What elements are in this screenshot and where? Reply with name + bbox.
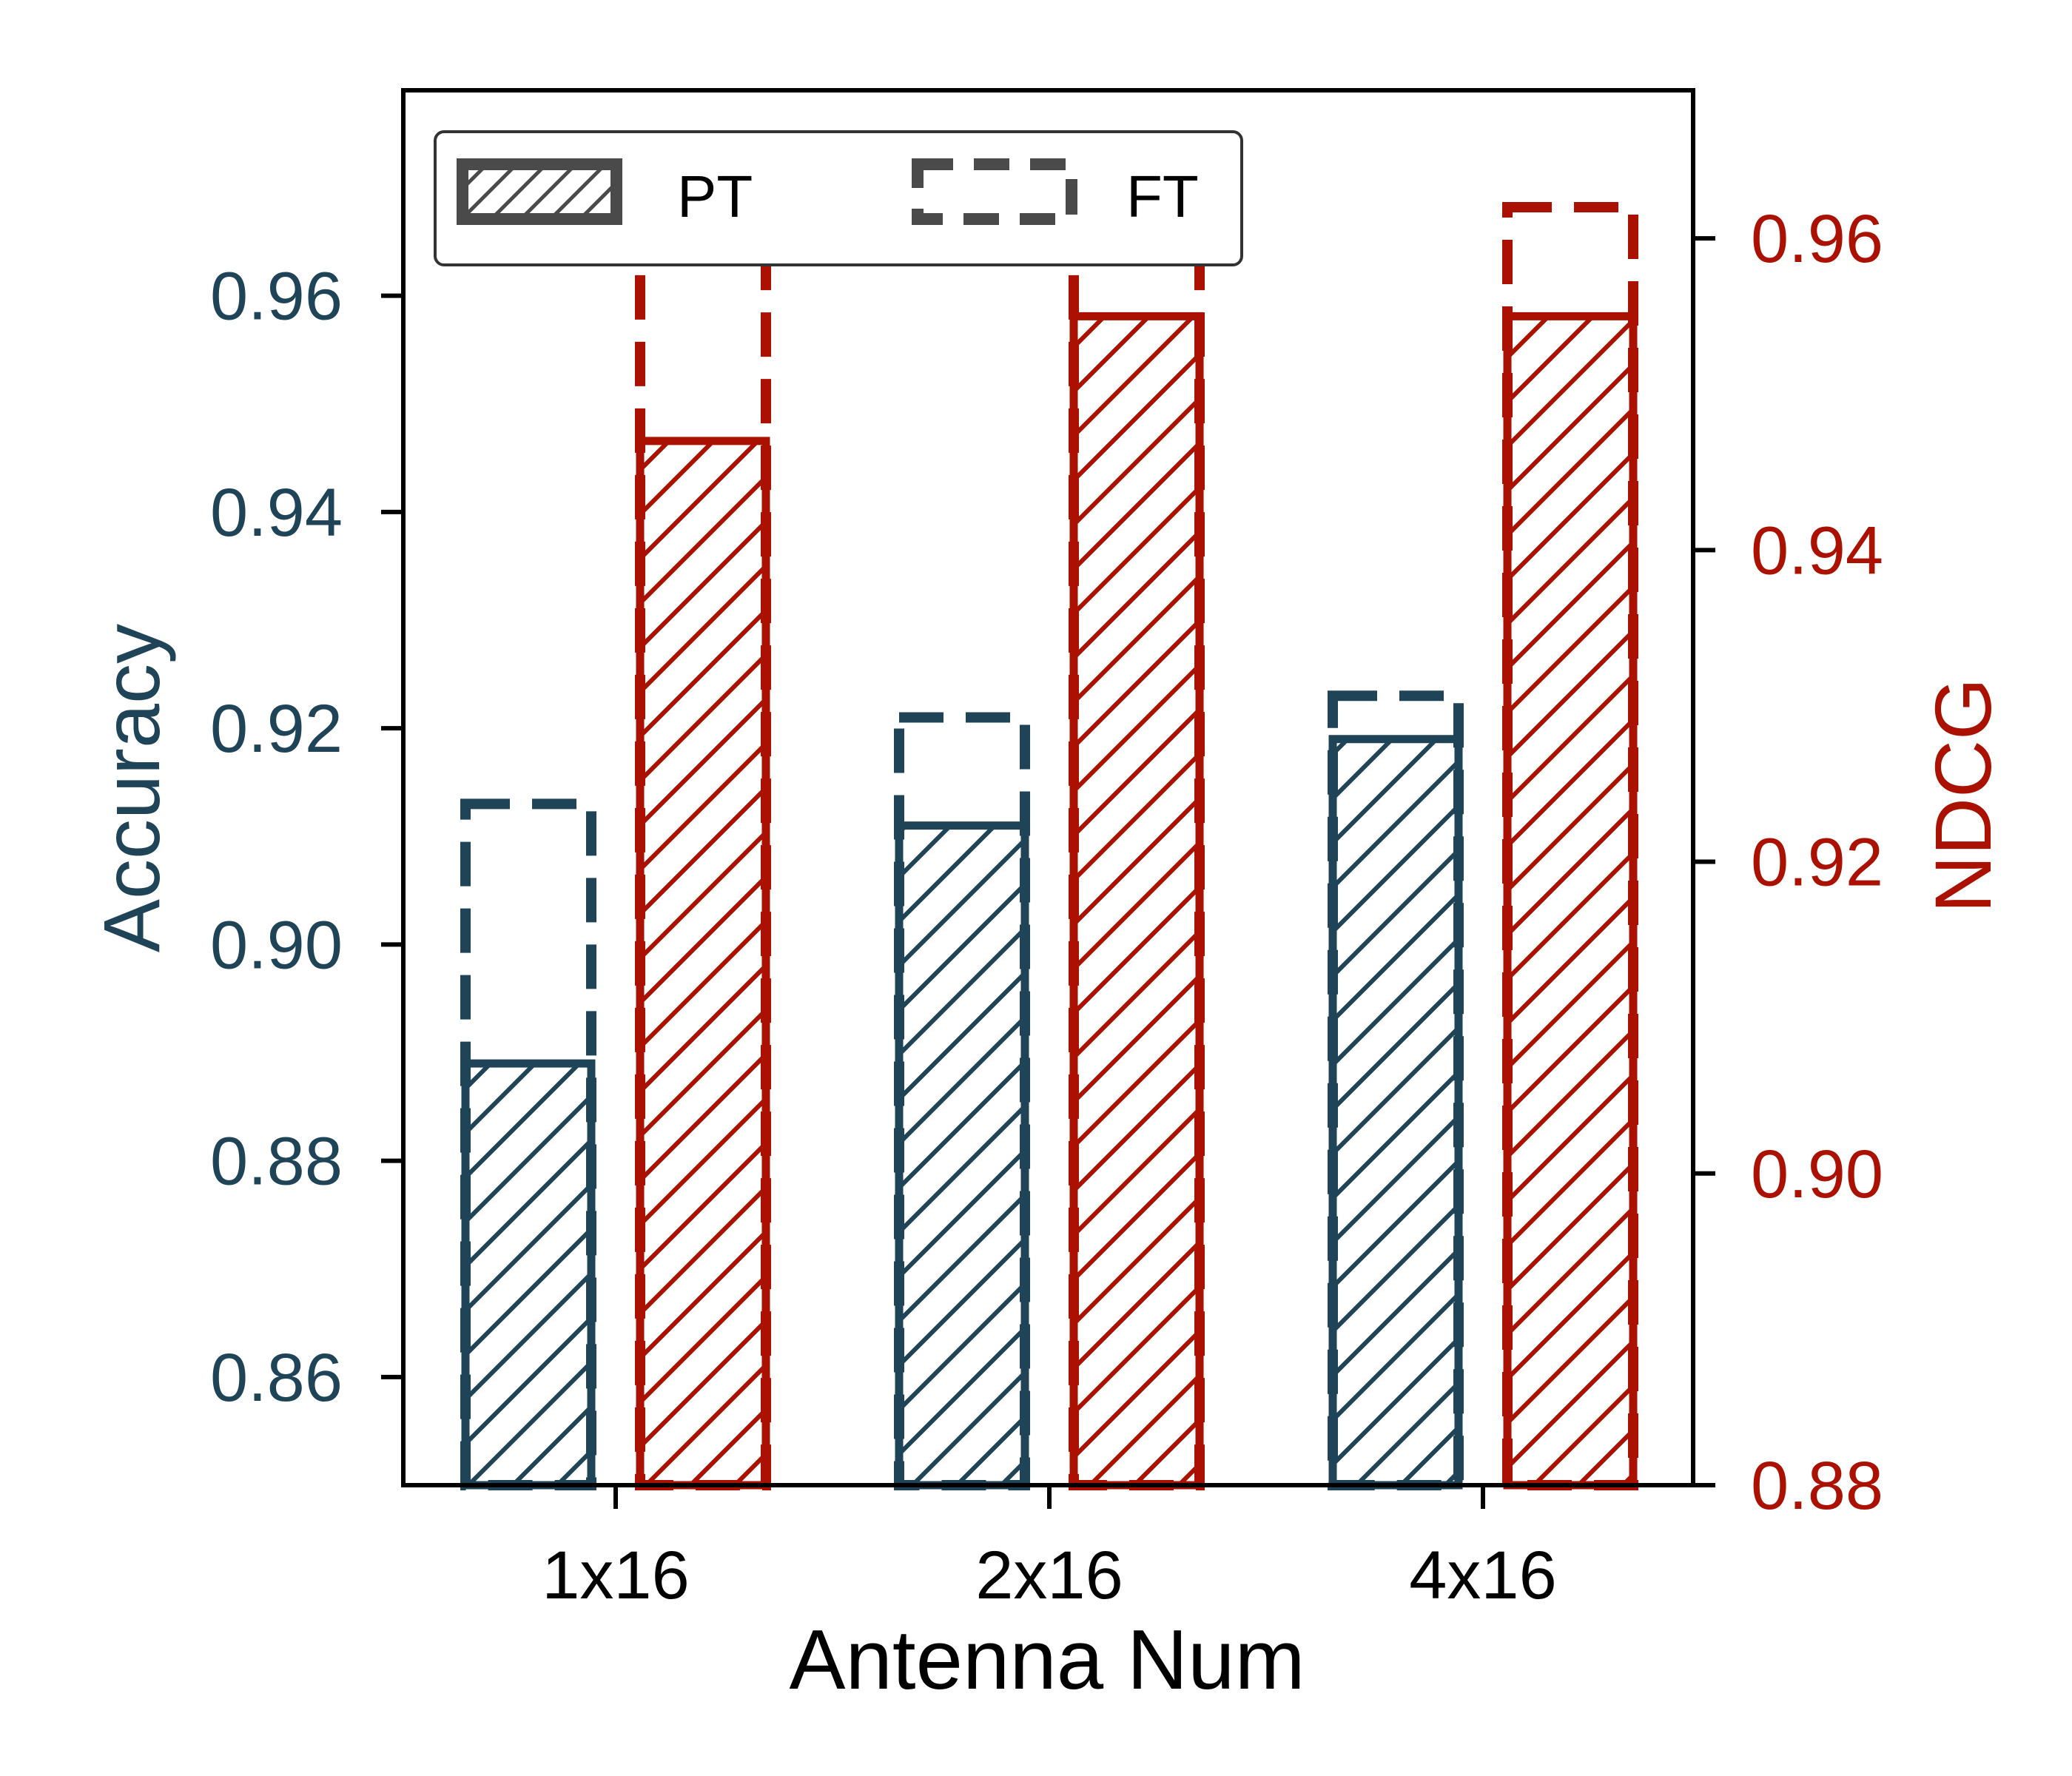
accuracy-pt-bar-1x16 <box>461 1059 596 1490</box>
legend-swatch-ft <box>912 158 1077 225</box>
right-tick-label: 0.92 <box>1751 825 1883 901</box>
legend-label-pt: PT <box>677 164 753 229</box>
right-tick-label: 0.90 <box>1751 1137 1883 1212</box>
ndcg-pt-bar-2x16 <box>1069 312 1204 1490</box>
ndcg-pt-bar-1x16 <box>636 437 770 1490</box>
legend: PT FT <box>434 130 1243 266</box>
left-tick-label: 0.86 <box>210 1340 343 1416</box>
right-tick-label: 0.88 <box>1751 1448 1883 1524</box>
plot-frame <box>401 88 1695 1487</box>
bars-layer <box>460 201 1638 1491</box>
left-tick-label: 0.96 <box>210 259 343 334</box>
accuracy-ft-bar-4x16 <box>1328 690 1464 1490</box>
x-tick-label: 4x16 <box>1409 1538 1557 1613</box>
left-tick-label: 0.88 <box>210 1124 343 1200</box>
left-axis-title: Accuracy <box>87 624 176 952</box>
right-axis-title: NDCG <box>1918 678 2008 913</box>
left-tick-label: 0.90 <box>210 907 343 983</box>
right-tick-label: 0.96 <box>1751 201 1883 277</box>
ticks-layer: 0.86 0.88 0.90 0.92 0.94 0.96 0.88 0.90 0.92 0.94… <box>210 201 1883 1613</box>
legend-label-ft: FT <box>1126 164 1199 229</box>
accuracy-pt-bar-2x16 <box>895 821 1029 1490</box>
right-tick-label: 0.94 <box>1751 513 1883 588</box>
x-axis-title: Antenna Num <box>789 1613 1305 1707</box>
left-tick-label: 0.92 <box>210 691 343 767</box>
x-tick-label: 1x16 <box>542 1538 690 1613</box>
x-tick-label: 2x16 <box>975 1538 1123 1613</box>
left-tick-label: 0.94 <box>210 475 343 551</box>
legend-swatch-pt <box>457 158 622 225</box>
accuracy-pt-bar-4x16 <box>1328 735 1463 1490</box>
ndcg-pt-bar-4x16 <box>1503 312 1638 1490</box>
